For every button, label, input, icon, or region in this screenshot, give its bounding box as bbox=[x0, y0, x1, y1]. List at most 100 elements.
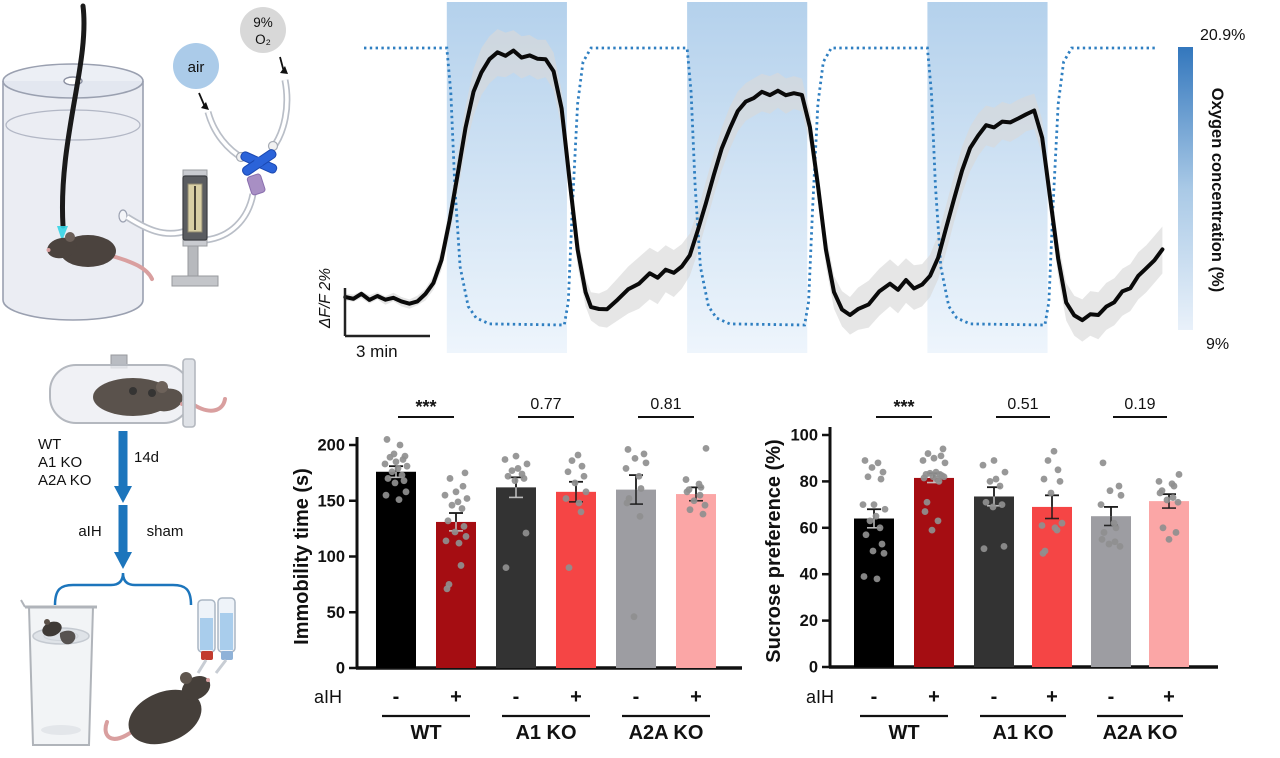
genotype-wt: WT bbox=[38, 436, 61, 453]
data-dot bbox=[690, 497, 698, 505]
swimming-mouse-ear bbox=[44, 619, 50, 625]
data-dot bbox=[1106, 487, 1114, 495]
mouse-nose bbox=[46, 248, 51, 252]
condition-symbol: - bbox=[991, 686, 998, 708]
condition-symbol: + bbox=[690, 686, 702, 708]
condition-symbol: - bbox=[871, 686, 878, 708]
data-dot bbox=[866, 517, 874, 525]
data-dot bbox=[392, 458, 400, 466]
data-dot bbox=[876, 524, 884, 532]
sucrose-preference-icon bbox=[103, 597, 236, 745]
o2-molecule-label: O₂ bbox=[255, 32, 271, 47]
data-dot bbox=[1039, 549, 1047, 557]
y-axis-title: Sucrose preference (%) bbox=[763, 439, 785, 662]
data-dot bbox=[1000, 542, 1008, 550]
data-dot bbox=[402, 488, 410, 496]
data-dot bbox=[989, 503, 997, 511]
o2-percent-label: 9% bbox=[253, 15, 273, 30]
data-dot bbox=[1100, 529, 1108, 536]
drinking-mouse-tail bbox=[103, 720, 132, 741]
data-dot bbox=[562, 495, 570, 502]
air-source-bubble bbox=[173, 43, 219, 89]
swimming-mouse-head bbox=[42, 621, 62, 637]
colorbar-top-tick: 20.9% bbox=[1200, 27, 1245, 44]
data-dot bbox=[455, 539, 463, 547]
data-dot bbox=[523, 460, 531, 468]
group-label: A1 KO bbox=[992, 722, 1053, 744]
drinking-mouse-ear bbox=[180, 672, 192, 684]
data-dot bbox=[697, 483, 705, 491]
sem-band bbox=[345, 29, 1163, 342]
tube-air-hole bbox=[129, 387, 137, 395]
bar bbox=[676, 494, 716, 668]
restrained-mouse-head bbox=[151, 388, 183, 412]
data-dot bbox=[982, 498, 990, 506]
data-dot bbox=[701, 501, 709, 509]
data-dot bbox=[696, 491, 704, 499]
air-arrow bbox=[198, 92, 209, 110]
split-bracket bbox=[53, 572, 193, 606]
x-scale-label: 3 min bbox=[356, 342, 398, 361]
y-tick-label: 60 bbox=[800, 519, 818, 537]
y-tick-label: 20 bbox=[800, 612, 818, 630]
colorbar-bottom-tick: 9% bbox=[1206, 336, 1229, 353]
data-dot bbox=[578, 462, 586, 470]
data-dot bbox=[1115, 482, 1123, 490]
data-dot bbox=[1117, 491, 1125, 499]
bottle-left-cap bbox=[201, 651, 213, 660]
bar bbox=[616, 489, 656, 668]
bottle-right-spout bbox=[214, 659, 228, 674]
data-dot bbox=[921, 508, 929, 515]
restrained-mouse-tail bbox=[189, 397, 227, 413]
data-dot bbox=[1053, 526, 1061, 534]
data-dot bbox=[860, 573, 868, 580]
data-dot bbox=[862, 531, 870, 539]
colorbar-title: Oxygen concentration (%) bbox=[1208, 88, 1226, 292]
tube-end-cap bbox=[182, 358, 196, 428]
bottle-left-liquid bbox=[200, 618, 213, 650]
oxygen-trace bbox=[364, 46, 1157, 327]
data-dot bbox=[444, 517, 452, 525]
data-dot bbox=[996, 482, 1004, 490]
data-dot bbox=[446, 475, 454, 482]
group-label: WT bbox=[888, 722, 919, 744]
bar bbox=[376, 471, 416, 668]
data-dot bbox=[640, 450, 648, 458]
y-tick-label: 50 bbox=[327, 604, 345, 622]
data-dot bbox=[1175, 471, 1183, 478]
oxygen-source-bubble bbox=[240, 7, 286, 53]
data-dot bbox=[394, 465, 402, 472]
data-dot bbox=[383, 436, 391, 443]
data-dot bbox=[990, 457, 998, 464]
data-dot bbox=[635, 472, 643, 480]
data-dot bbox=[878, 540, 886, 548]
data-dot bbox=[624, 446, 632, 453]
data-dot bbox=[880, 549, 888, 557]
data-dot bbox=[930, 454, 938, 462]
restraint-tube-icon bbox=[49, 354, 227, 428]
data-dot bbox=[1156, 489, 1164, 497]
significance-label: 0.81 bbox=[650, 396, 681, 413]
data-dot bbox=[939, 445, 947, 453]
oxygen-colorbar: 20.9% 9% Oxygen concentration (%) bbox=[1178, 27, 1245, 353]
data-dot bbox=[384, 475, 392, 482]
drinking-mouse-body bbox=[128, 689, 202, 745]
photometry-panel: ΔF/F 2% 3 min 20.9% 9% Oxygen concentrat… bbox=[300, 0, 1280, 380]
tube-connector-right bbox=[267, 140, 279, 152]
y-tick-label: 100 bbox=[317, 548, 345, 566]
data-dot bbox=[992, 475, 1000, 483]
data-dot bbox=[382, 491, 390, 499]
data-dot bbox=[520, 475, 528, 482]
data-dot bbox=[881, 505, 889, 513]
data-dot bbox=[859, 501, 867, 508]
data-dot bbox=[941, 459, 949, 467]
sham-branch-label: sham bbox=[147, 523, 184, 540]
data-dot bbox=[934, 517, 942, 525]
data-dot bbox=[1170, 482, 1178, 490]
mouse-head bbox=[47, 237, 77, 259]
apparatus-illustration: air 9% O₂ bbox=[2, 3, 291, 321]
data-dot bbox=[381, 460, 389, 468]
significance-label: *** bbox=[415, 397, 436, 417]
bar bbox=[496, 487, 536, 668]
